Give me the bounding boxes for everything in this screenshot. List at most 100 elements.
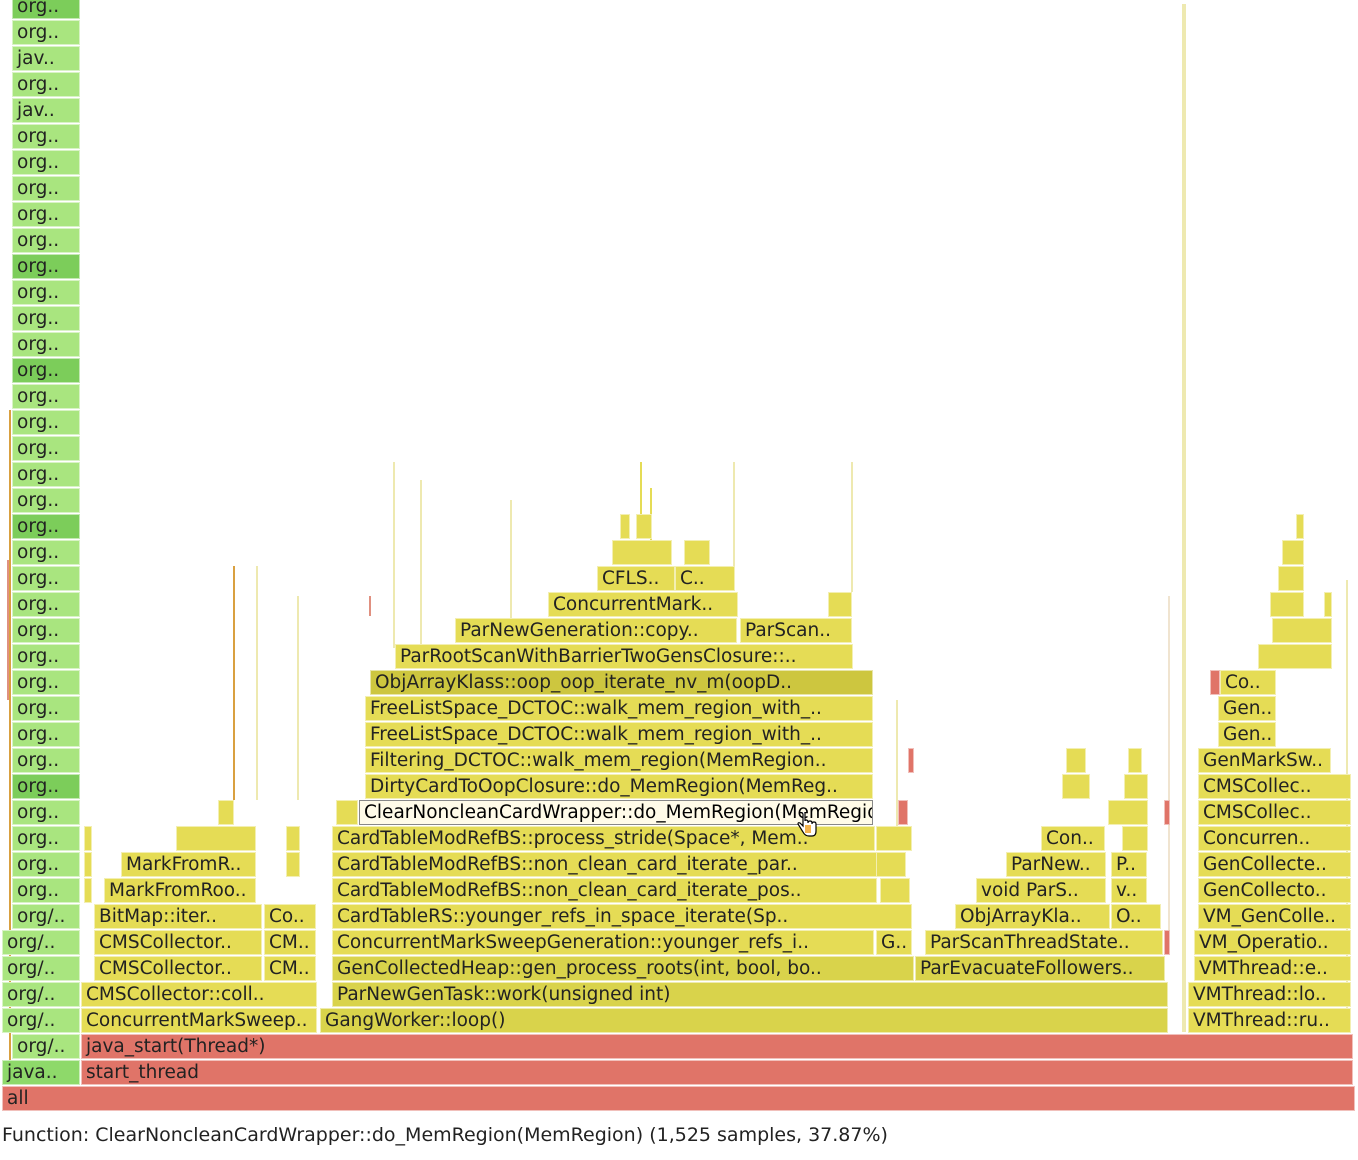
flame-frame[interactable]: GangWorker::loop()	[320, 1008, 1168, 1033]
flame-frame[interactable]: org..	[12, 306, 80, 331]
flame-frame[interactable]: P..	[1111, 852, 1147, 877]
flame-frame[interactable]: org..	[12, 748, 80, 773]
flame-frame[interactable]	[176, 826, 256, 851]
flame-frame[interactable]: ConcurrentMark..	[548, 592, 738, 617]
flame-frame[interactable]: org..	[12, 280, 80, 305]
flame-frame[interactable]	[636, 514, 652, 539]
flame-frame[interactable]: GenMarkSw..	[1198, 748, 1331, 773]
flame-frame[interactable]: CMSCollector..	[94, 956, 262, 981]
flame-frame[interactable]: VMThread::lo..	[1188, 982, 1351, 1007]
flame-frame[interactable]: GenCollectedHeap::gen_process_roots(int,…	[332, 956, 914, 981]
flame-frame[interactable]: BitMap::iter..	[94, 904, 262, 929]
flame-frame[interactable]: org..	[12, 150, 80, 175]
flame-frame[interactable]: Co..	[264, 904, 316, 929]
flame-frame[interactable]: org..	[12, 176, 80, 201]
flame-frame[interactable]	[1272, 618, 1332, 643]
flame-frame[interactable]: org..	[12, 254, 80, 279]
flame-frame[interactable]: ParRootScanWithBarrierTwoGensClosure::..	[395, 644, 853, 669]
flame-frame[interactable]: MarkFromRoo..	[104, 878, 256, 903]
flame-frame[interactable]: ParEvacuateFollowers..	[915, 956, 1165, 981]
flame-frame[interactable]: FreeListSpace_DCTOC::walk_mem_region_wit…	[365, 722, 873, 747]
flame-frame[interactable]	[336, 800, 358, 825]
flame-frame[interactable]: org..	[12, 878, 80, 903]
flame-frame[interactable]: MarkFromR..	[121, 852, 256, 877]
flame-frame[interactable]: CM..	[264, 956, 316, 981]
flame-frame[interactable]: ParNewGenTask::work(unsigned int)	[332, 982, 1168, 1007]
flame-frame[interactable]	[908, 748, 914, 773]
flame-frame[interactable]	[84, 826, 92, 851]
flame-frame[interactable]	[286, 826, 300, 851]
flame-frame[interactable]: java..	[2, 1060, 80, 1085]
flame-frame[interactable]	[1258, 644, 1332, 669]
flame-frame[interactable]: FreeListSpace_DCTOC::walk_mem_region_wit…	[365, 696, 873, 721]
flame-frame[interactable]: CMSCollec..	[1198, 800, 1351, 825]
flame-frame[interactable]	[1122, 826, 1148, 851]
flame-frame[interactable]: org..	[12, 774, 80, 799]
flame-frame[interactable]: VM_Operatio..	[1194, 930, 1351, 955]
flame-frame[interactable]	[1124, 774, 1148, 799]
flame-frame[interactable]: org/..	[2, 1008, 80, 1033]
flame-frame[interactable]: CMSCollector..	[94, 930, 262, 955]
flame-frame[interactable]: GenCollecte..	[1198, 852, 1351, 877]
flame-frame[interactable]	[1062, 774, 1090, 799]
flame-frame[interactable]: G..	[876, 930, 912, 955]
flame-frame[interactable]: org..	[12, 722, 80, 747]
flame-frame[interactable]: CardTableModRefBS::non_clean_card_iterat…	[332, 878, 877, 903]
flame-frame[interactable]: VMThread::ru..	[1188, 1008, 1351, 1033]
flame-frame[interactable]: Con..	[1041, 826, 1105, 851]
flame-frame[interactable]: VM_GenColle..	[1198, 904, 1351, 929]
flame-frame[interactable]: java_start(Thread*)	[81, 1034, 1353, 1059]
flame-frame[interactable]	[1164, 800, 1170, 825]
flame-frame[interactable]: org..	[12, 124, 80, 149]
flame-frame[interactable]	[1108, 800, 1148, 825]
flame-frame[interactable]	[1270, 592, 1304, 617]
flame-frame[interactable]	[286, 852, 300, 877]
flame-frame[interactable]: org..	[12, 358, 80, 383]
flame-frame[interactable]: void ParS..	[976, 878, 1106, 903]
flame-frame[interactable]: org..	[12, 696, 80, 721]
flame-frame[interactable]: org..	[12, 540, 80, 565]
flame-frame[interactable]: Gen..	[1218, 722, 1276, 747]
flame-frame[interactable]: org..	[12, 488, 80, 513]
flame-frame[interactable]	[612, 540, 672, 565]
flame-frame[interactable]: org..	[12, 384, 80, 409]
flame-frame[interactable]: ParNewGeneration::copy..	[455, 618, 737, 643]
flame-frame[interactable]: org..	[12, 410, 80, 435]
flame-frame[interactable]	[684, 540, 710, 565]
flame-frame[interactable]	[880, 878, 910, 903]
flame-frame[interactable]: CMSCollec..	[1198, 774, 1351, 799]
flame-frame[interactable]: org..	[12, 800, 80, 825]
flame-frame[interactable]: Concurren..	[1198, 826, 1351, 851]
flame-frame[interactable]: ObjArrayKlass::oop_oop_iterate_nv_m(oopD…	[370, 670, 873, 695]
flame-frame[interactable]: O..	[1111, 904, 1161, 929]
flame-frame[interactable]	[1210, 670, 1220, 695]
flame-frame[interactable]: org..	[12, 462, 80, 487]
flame-frame[interactable]	[1296, 514, 1304, 539]
flame-frame[interactable]: Gen..	[1218, 696, 1276, 721]
flame-frame[interactable]: org/..	[12, 1034, 80, 1059]
flame-frame[interactable]: org..	[12, 20, 80, 45]
flame-frame[interactable]: org..	[12, 670, 80, 695]
flame-frame[interactable]: ConcurrentMarkSweepGeneration::younger_r…	[332, 930, 874, 955]
flame-frame[interactable]	[876, 826, 912, 851]
flame-frame[interactable]: org..	[12, 514, 80, 539]
flame-frame[interactable]: org..	[12, 72, 80, 97]
flame-frame[interactable]: Co..	[1220, 670, 1276, 695]
flame-frame[interactable]: Filtering_DCTOC::walk_mem_region(MemRegi…	[365, 748, 873, 773]
flame-frame[interactable]: ParScanThreadState..	[925, 930, 1163, 955]
flame-frame[interactable]: org/..	[2, 930, 80, 955]
flame-frame[interactable]: org..	[12, 202, 80, 227]
flame-frame[interactable]: jav..	[12, 98, 80, 123]
flame-frame[interactable]: CardTableRS::younger_refs_in_space_itera…	[332, 904, 912, 929]
flame-frame[interactable]: v..	[1111, 878, 1147, 903]
flame-frame[interactable]	[218, 800, 234, 825]
flame-frame[interactable]: CFLS..	[597, 566, 675, 591]
flame-frame[interactable]	[84, 852, 92, 877]
flame-frame[interactable]: GenCollecto..	[1198, 878, 1351, 903]
flame-frame[interactable]: start_thread	[81, 1060, 1353, 1085]
flame-frame[interactable]: ParNew..	[1006, 852, 1106, 877]
flame-frame[interactable]: jav..	[12, 46, 80, 71]
flame-frame[interactable]: all	[2, 1086, 1355, 1111]
flame-frame[interactable]	[84, 878, 92, 903]
flame-frame[interactable]	[620, 514, 630, 539]
